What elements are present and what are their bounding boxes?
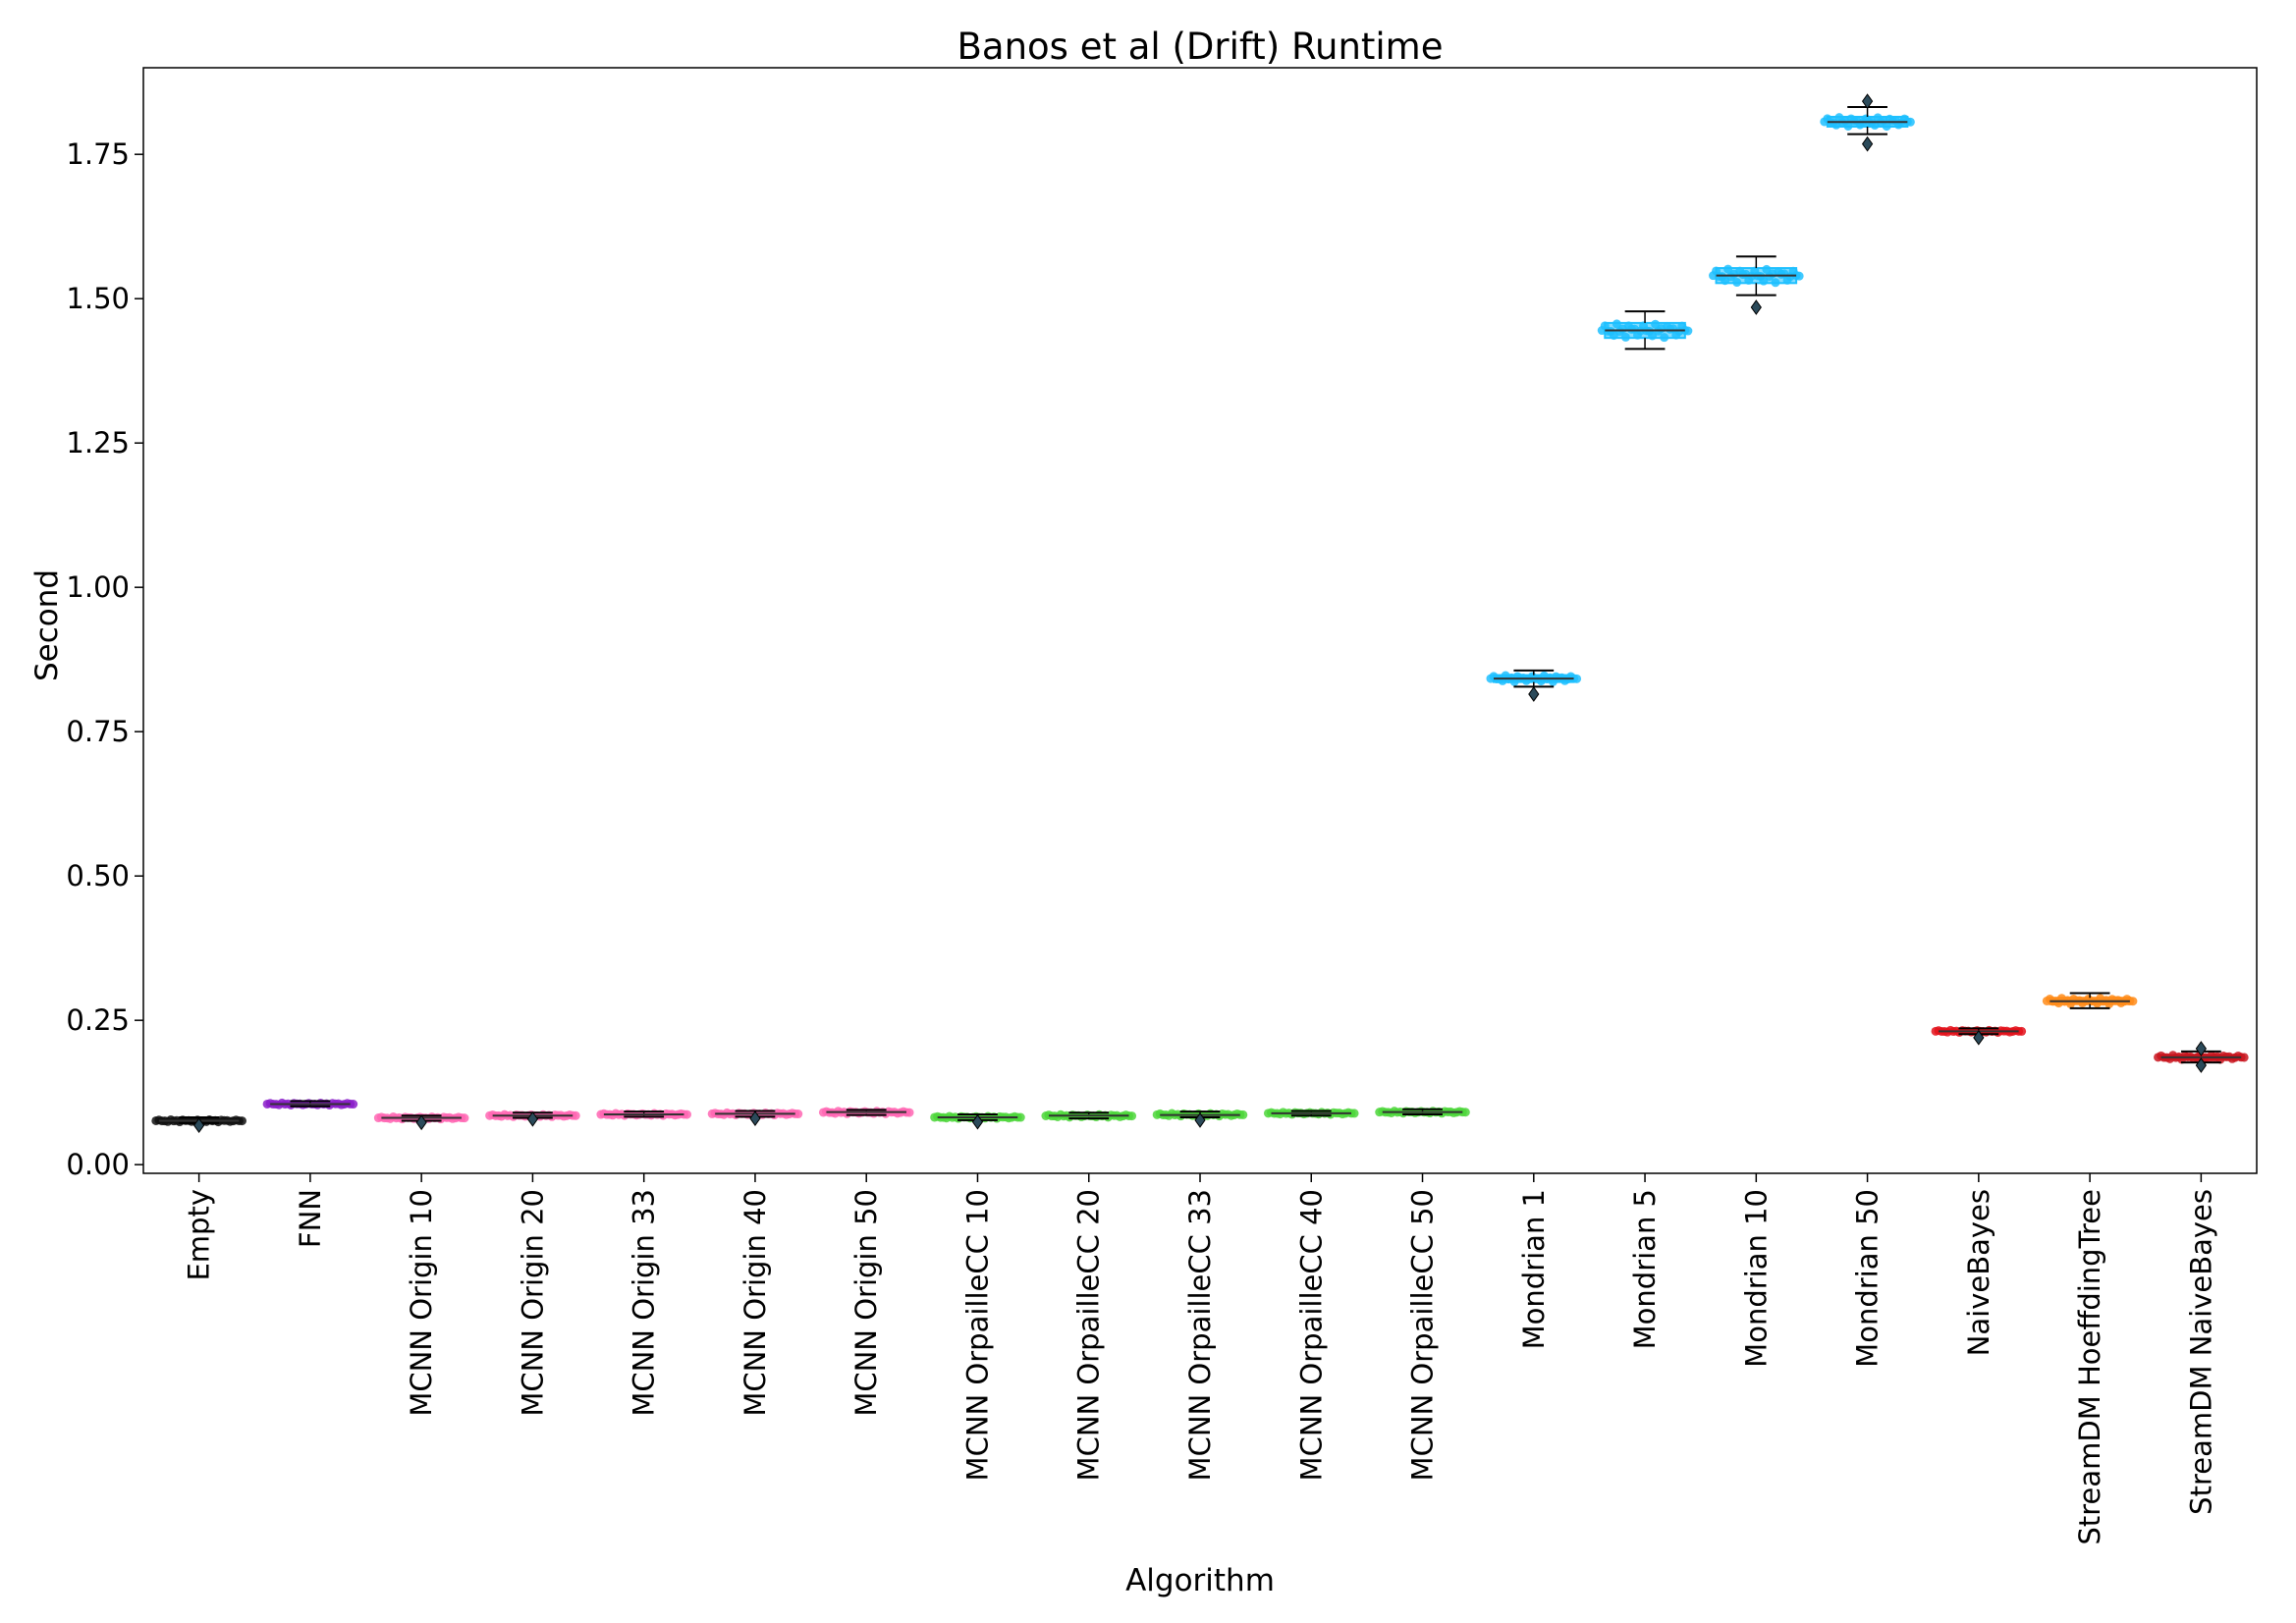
x-axis-label: Algorithm [1125,1563,1275,1598]
y-tick-label: 0.75 [66,715,130,748]
y-tick-label: 1.75 [66,137,130,171]
x-tick-label: MCNN OrpailleCC 33 [1183,1189,1217,1481]
flier-point [1194,1112,1206,1128]
flier-point [749,1110,761,1127]
flier-point [971,1113,984,1130]
plot-frame [142,67,2258,1174]
flier-point [1973,1029,1985,1046]
flier-point [1528,686,1540,702]
box-13 [1597,310,1693,351]
y-tick-label: 1.50 [66,282,130,315]
box-10 [1263,1108,1359,1119]
x-tick-label: NaiveBayes [1962,1189,1995,1356]
box-2 [373,1112,469,1131]
flier-point [2195,1057,2207,1073]
x-tick-label: Empty [183,1189,216,1281]
y-tick-label: 0.50 [66,859,130,893]
x-axis: Empty FNN MCNN Origin 10 MCNN Origin 20 MCNN… [183,1173,2217,1545]
x-tick-label: Mondrian 5 [1628,1189,1662,1349]
x-tick-label: MCNN OrpailleCC 50 [1406,1189,1440,1481]
x-tick-label: StreamDM NaiveBayes [2184,1189,2217,1515]
box-16 [1931,1025,2027,1046]
flier-point [2195,1041,2207,1056]
box-14 [1709,255,1804,315]
flier-point [1861,93,1874,109]
x-tick-label: MCNN Origin 50 [849,1189,883,1417]
x-tick-label: FNN [294,1189,327,1248]
box-18 [2154,1041,2249,1073]
box-5 [707,1108,803,1127]
x-tick-label: MCNN Origin 10 [405,1189,438,1417]
x-tick-label: MCNN Origin 33 [628,1189,661,1417]
x-tick-label: MCNN OrpailleCC 20 [1072,1189,1106,1481]
x-tick-label: StreamDM HoeffdingTree [2073,1189,2106,1545]
box-0 [151,1114,246,1134]
plot-area [151,93,2249,1134]
x-tick-label: Mondrian 1 [1517,1189,1551,1349]
box-4 [596,1109,691,1120]
x-tick-label: Mondrian 50 [1851,1189,1885,1368]
x-tick-label: Mondrian 10 [1739,1189,1773,1368]
y-tick-label: 1.00 [66,570,130,604]
flier-point [1750,299,1762,315]
flier-point [415,1114,427,1131]
box-12 [1486,669,1582,702]
box-6 [818,1107,914,1118]
box-1 [262,1098,358,1110]
box-8 [1041,1109,1137,1122]
x-tick-label: MCNN Origin 40 [738,1189,772,1417]
flier-point [1861,135,1874,152]
y-tick-label: 1.25 [66,426,130,460]
box-11 [1375,1107,1470,1118]
flier-point [193,1117,205,1134]
box-7 [930,1111,1025,1130]
x-tick-label: MCNN Origin 20 [516,1189,549,1417]
chart-title: Banos et al (Drift) Runtime [957,26,1444,68]
x-tick-label: MCNN OrpailleCC 40 [1294,1189,1328,1481]
y-axis: 0.00 0.25 0.50 0.75 1.00 1.25 1.50 1.75 [66,137,143,1181]
x-tick-label: MCNN OrpailleCC 10 [960,1189,994,1481]
flier-point [526,1110,539,1127]
y-tick-label: 0.25 [66,1003,130,1037]
y-axis-label: Second [29,569,65,681]
y-tick-label: 0.00 [66,1148,130,1181]
box-9 [1152,1109,1248,1128]
box-15 [1820,93,1915,152]
box-3 [485,1109,580,1127]
box-17 [2042,992,2138,1009]
